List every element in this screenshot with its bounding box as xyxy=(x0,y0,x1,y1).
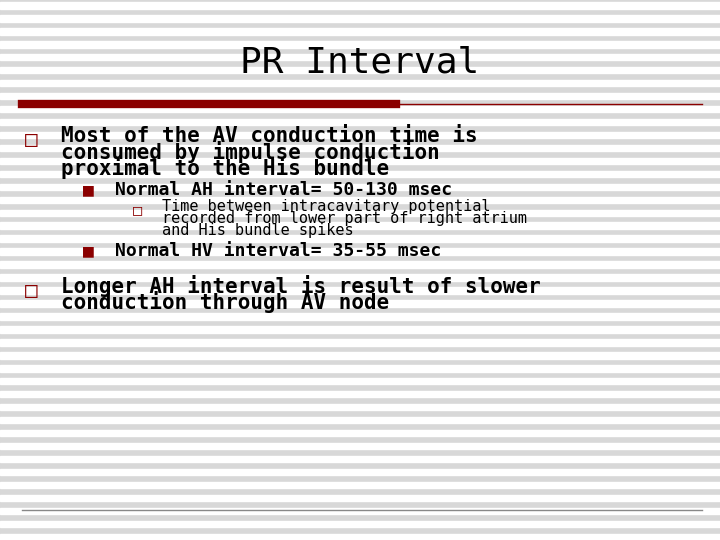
Text: PR Interval: PR Interval xyxy=(240,45,480,79)
Bar xyxy=(0,41,720,48)
Bar xyxy=(0,80,720,86)
Bar xyxy=(0,158,720,164)
Bar xyxy=(0,54,720,60)
Bar xyxy=(0,339,720,346)
Bar xyxy=(0,352,720,359)
Bar xyxy=(0,145,720,151)
Text: □: □ xyxy=(133,202,143,217)
Bar xyxy=(0,404,720,410)
Bar xyxy=(0,508,720,514)
Text: Normal AH interval= 50-130 msec: Normal AH interval= 50-130 msec xyxy=(115,181,452,199)
Bar xyxy=(0,171,720,177)
Bar xyxy=(0,274,720,281)
Text: ■: ■ xyxy=(83,242,94,260)
Bar xyxy=(0,222,720,229)
Bar xyxy=(0,469,720,475)
Text: consumed by impulse conduction: consumed by impulse conduction xyxy=(61,141,440,163)
Bar xyxy=(0,287,720,294)
Bar xyxy=(0,326,720,333)
Text: Time between intracavitary potential: Time between intracavitary potential xyxy=(162,199,490,214)
Bar xyxy=(0,2,720,9)
Text: □: □ xyxy=(25,130,38,151)
Bar xyxy=(0,430,720,436)
Bar xyxy=(0,417,720,423)
Bar xyxy=(0,119,720,125)
Bar xyxy=(0,365,720,372)
Bar xyxy=(0,132,720,138)
Bar xyxy=(0,443,720,449)
Bar xyxy=(0,456,720,462)
Bar xyxy=(0,28,720,35)
Bar xyxy=(0,534,720,540)
Bar xyxy=(0,106,720,112)
Bar xyxy=(0,300,720,307)
Text: Most of the AV conduction time is: Most of the AV conduction time is xyxy=(61,126,478,146)
Bar xyxy=(0,313,720,320)
Bar xyxy=(0,521,720,527)
Bar xyxy=(0,210,720,216)
Text: □: □ xyxy=(25,280,38,301)
Bar xyxy=(0,67,720,73)
Bar xyxy=(0,482,720,488)
Text: conduction through AV node: conduction through AV node xyxy=(61,292,390,313)
Text: recorded from lower part of right atrium: recorded from lower part of right atrium xyxy=(162,211,527,226)
Text: proximal to the His bundle: proximal to the His bundle xyxy=(61,158,390,179)
Bar xyxy=(0,184,720,190)
Text: Longer AH interval is result of slower: Longer AH interval is result of slower xyxy=(61,275,541,297)
Bar xyxy=(0,15,720,22)
Text: Normal HV interval= 35-55 msec: Normal HV interval= 35-55 msec xyxy=(115,242,441,260)
Text: and His bundle spikes: and His bundle spikes xyxy=(162,222,354,238)
Text: ■: ■ xyxy=(83,181,94,199)
Bar xyxy=(0,378,720,384)
Bar xyxy=(0,391,720,397)
Bar xyxy=(0,235,720,242)
Bar xyxy=(0,93,720,99)
Bar xyxy=(0,495,720,501)
Bar xyxy=(0,197,720,203)
Bar xyxy=(0,261,720,268)
Bar xyxy=(0,248,720,255)
